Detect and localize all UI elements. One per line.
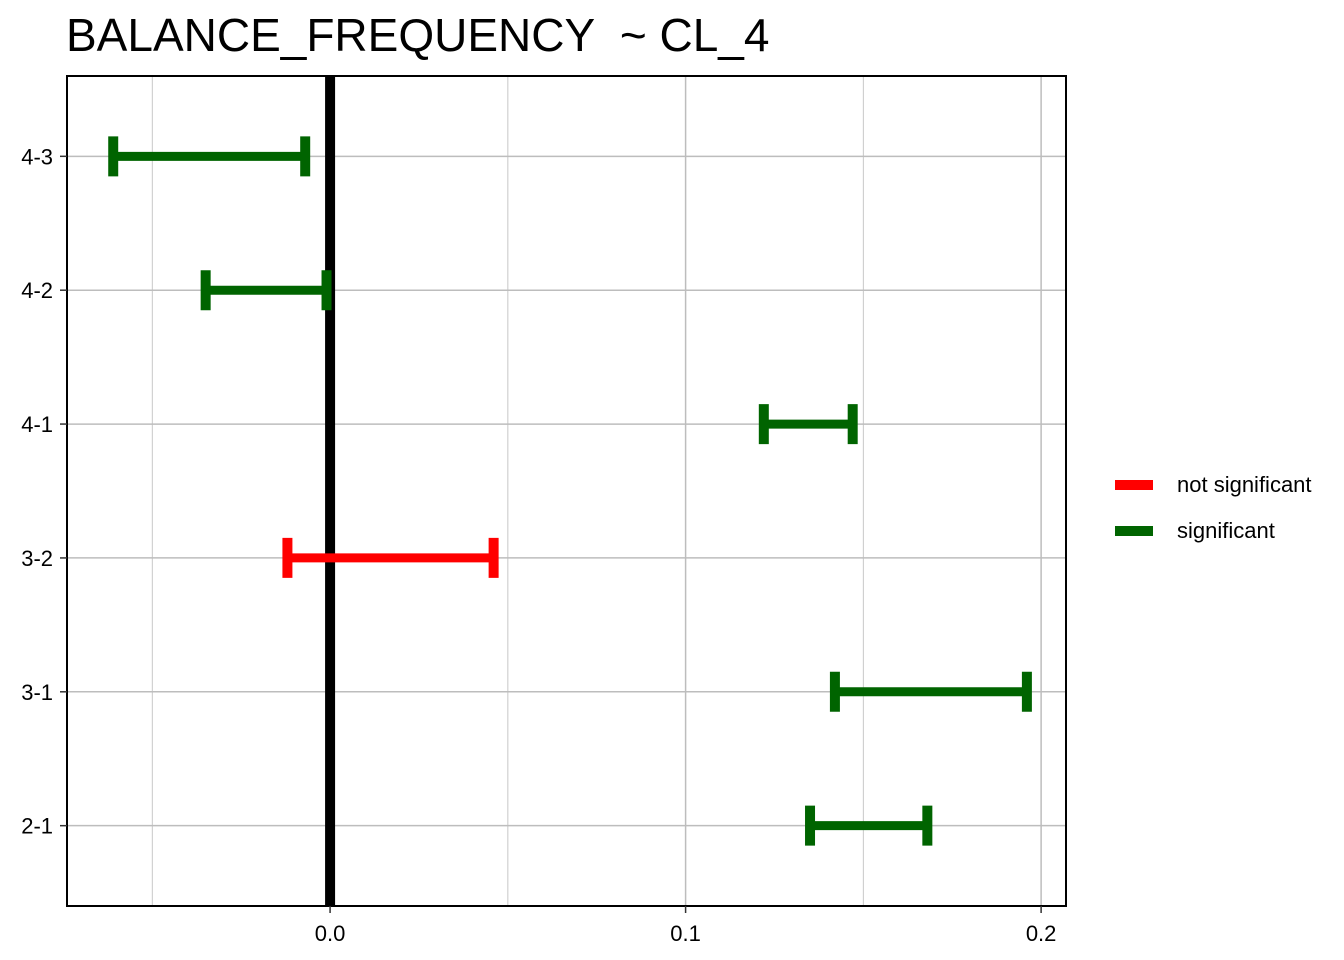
interval-4-3 <box>108 136 311 177</box>
legend-item-not-significant: not significant <box>1115 462 1312 508</box>
x-tick-label: 0.2 <box>1026 921 1057 946</box>
legend-key-not-significant <box>1115 480 1153 490</box>
interval-4-2 <box>200 270 332 311</box>
legend-label-not-significant: not significant <box>1177 472 1312 497</box>
y-tick-label-2-1: 2-1 <box>21 814 53 839</box>
y-tick-label-4-2: 4-2 <box>21 278 53 303</box>
x-tick-label: 0.0 <box>315 921 346 946</box>
panel-border <box>66 75 1067 907</box>
y-tick-label-3-1: 3-1 <box>21 680 53 705</box>
interval-4-1 <box>758 404 858 445</box>
y-tick-label-4-3: 4-3 <box>21 144 53 169</box>
y-tick-label-4-1: 4-1 <box>21 412 53 437</box>
interval-3-2 <box>282 537 499 578</box>
legend-label-significant: significant <box>1177 518 1275 543</box>
chart-title: BALANCE_FREQUENCY ~ CL_4 <box>66 9 770 61</box>
legend-item-significant: significant <box>1115 508 1312 554</box>
x-tick-label: 0.1 <box>670 921 701 946</box>
interval-2-1 <box>805 805 933 846</box>
y-tick-label-3-2: 3-2 <box>21 546 53 571</box>
legend-key-significant <box>1115 526 1153 536</box>
legend: not significant significant <box>1115 462 1312 554</box>
interval-3-1 <box>829 671 1032 712</box>
